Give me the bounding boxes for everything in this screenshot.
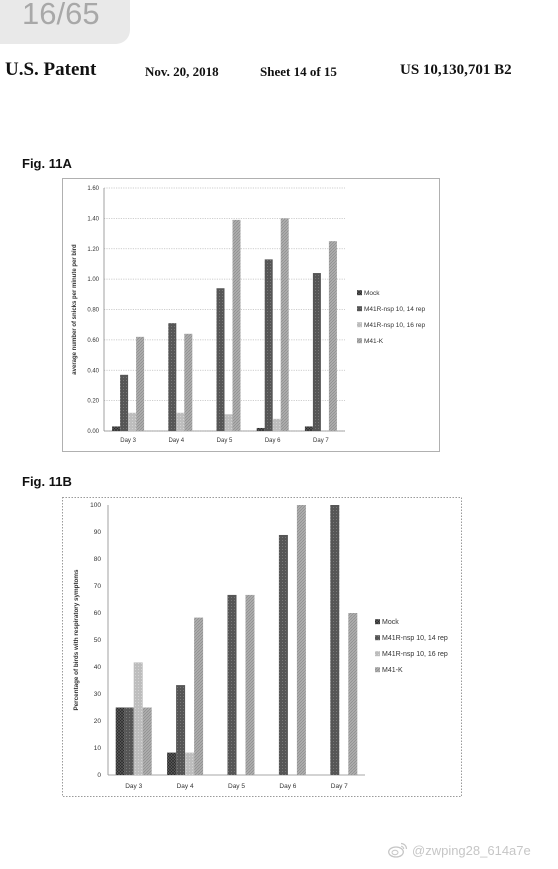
y-tick-label: 80 [94,556,102,563]
bar-m41r-nsp-10-16-rep-day-4 [176,412,185,431]
bar-m41-k-day-4 [194,617,204,775]
legend-label-m41r-nsp-10-14-rep: M41R-nsp 10, 14 rep [382,635,448,642]
legend-swatch-m41r-nsp-10-14-rep [375,635,380,641]
x-tick-label: Day 5 [228,783,245,790]
x-tick-label: Day 4 [168,438,184,444]
watermark-text: @zwping28_614a7e [412,842,531,858]
y-tick-label: 1.00 [87,277,99,283]
legend-swatch-m41-k [375,667,380,673]
bar-m41r-nsp-10-16-rep-day-6 [272,418,281,431]
figure-label-11a: Fig. 11A [22,156,72,171]
legend-swatch-m41-k [357,338,362,344]
bar-m41-k-day-7 [328,241,337,431]
legend-label-m41-k: M41-K [364,338,384,345]
y-tick-label: 90 [94,529,102,536]
legend-swatch-mock [357,290,362,296]
y-tick-label: 50 [94,637,102,644]
x-tick-label: Day 3 [120,438,136,444]
bar-m41-k-day-4 [184,333,193,431]
y-tick-label: 70 [94,583,102,590]
bar-m41r-nsp-10-14-rep-day-3 [120,374,129,431]
bar-m41r-nsp-10-16-rep-day-4 [185,752,195,775]
bar-m41r-nsp-10-14-rep-day-7 [312,273,321,431]
bar-m41r-nsp-10-16-rep-day-3 [128,412,137,431]
bar-m41-k-day-5 [232,219,241,431]
bar-m41r-nsp-10-14-rep-day-5 [227,594,237,775]
bar-m41-k-day-7 [348,613,358,775]
legend-swatch-mock [375,619,380,625]
x-tick-label: Day 3 [125,783,142,790]
y-tick-label: 0.80 [87,308,99,314]
bar-m41r-nsp-10-14-rep-day-4 [176,685,186,775]
legend-label-m41r-nsp-10-16-rep: M41R-nsp 10, 16 rep [364,322,425,329]
y-tick-label: 1.40 [87,216,99,222]
legend-swatch-m41r-nsp-10-16-rep [375,651,380,657]
y-tick-label: 1.60 [87,186,99,192]
bar-m41r-nsp-10-14-rep-day-7 [330,505,340,775]
bar-m41r-nsp-10-16-rep-day-5 [224,414,233,431]
y-axis-title: average number of snicks per minute per … [72,244,78,375]
sheet-number: Sheet 14 of 15 [260,64,337,79]
bar-mock-day-7 [304,426,313,431]
x-tick-label: Day 7 [313,438,329,444]
weibo-logo-icon [388,842,408,858]
bar-m41-k-day-5 [245,594,255,775]
y-tick-label: 0.60 [87,338,99,344]
chart-fig-11a: 0.00 0.20 0.40 0.60 0.80 1.00 1.20 1.40 1.60 aver… [62,178,440,452]
bar-m41r-nsp-10-14-rep-day-6 [264,259,273,431]
page-counter-badge: 16/65 [0,0,130,44]
y-tick-label: 40 [94,664,102,671]
y-axis-title: Percentage of birds with respiratory sym… [73,569,80,711]
y-tick-label: 0.20 [87,399,99,405]
bar-chart-11b: 0 10 20 30 40 50 60 70 80 90 100 Percentage of bird… [62,497,462,797]
bar-m41r-nsp-10-14-rep-day-6 [278,534,288,775]
y-tick-label: 20 [94,718,102,725]
legend-label-mock: Mock [382,619,399,626]
chart-frame [62,178,440,452]
y-tick-label: 1.20 [87,247,99,253]
x-tick-label: Day 4 [177,783,194,790]
bar-mock-day-3 [112,426,121,431]
bar-m41r-nsp-10-16-rep-day-3 [133,662,143,775]
patent-title: U.S. Patent [5,59,97,80]
bar-m41-k-day-3 [142,707,152,775]
bar-m41-k-day-6 [280,218,289,431]
y-tick-label: 30 [94,691,102,698]
y-tick-label: 100 [90,502,101,509]
bar-mock-day-6 [256,427,265,431]
y-tick-label: 60 [94,610,102,617]
legend-label-m41r-nsp-10-14-rep: M41R-nsp 10, 14 rep [364,306,425,313]
y-tick-label: 10 [94,745,102,752]
bar-m41-k-day-3 [136,336,145,431]
bar-m41-k-day-6 [296,505,306,775]
legend-label-m41-k: M41-K [382,667,403,674]
watermark: @zwping28_614a7e [388,842,531,858]
y-tick-label: 0.40 [87,368,99,374]
y-tick-label: 0.00 [87,429,99,435]
x-tick-label: Day 6 [265,438,281,444]
bar-m41r-nsp-10-14-rep-day-4 [168,323,177,431]
legend-label-mock: Mock [364,290,380,297]
x-tick-label: Day 6 [279,783,296,790]
legend-swatch-m41r-nsp-10-16-rep [357,322,362,328]
bar-mock-day-4 [167,752,177,775]
bar-chart-11a: 0.00 0.20 0.40 0.60 0.80 1.00 1.20 1.40 1.60 aver… [62,178,440,452]
x-tick-label: Day 5 [217,438,233,444]
bar-mock-day-3 [115,707,125,775]
chart-fig-11b: 0 10 20 30 40 50 60 70 80 90 100 Percentage of bird… [62,497,462,797]
figure-label-11b: Fig. 11B [22,474,72,489]
x-tick-label: Day 7 [331,783,348,790]
legend-label-m41r-nsp-10-16-rep: M41R-nsp 10, 16 rep [382,651,448,658]
y-tick-label: 0 [97,772,101,779]
patent-date: Nov. 20, 2018 [145,64,219,79]
patent-number: US 10,130,701 B2 [400,62,512,78]
legend-swatch-m41r-nsp-10-14-rep [357,306,362,312]
bar-m41r-nsp-10-14-rep-day-5 [216,288,225,431]
bar-m41r-nsp-10-14-rep-day-3 [124,707,134,775]
page-counter: 16/65 [22,0,100,31]
